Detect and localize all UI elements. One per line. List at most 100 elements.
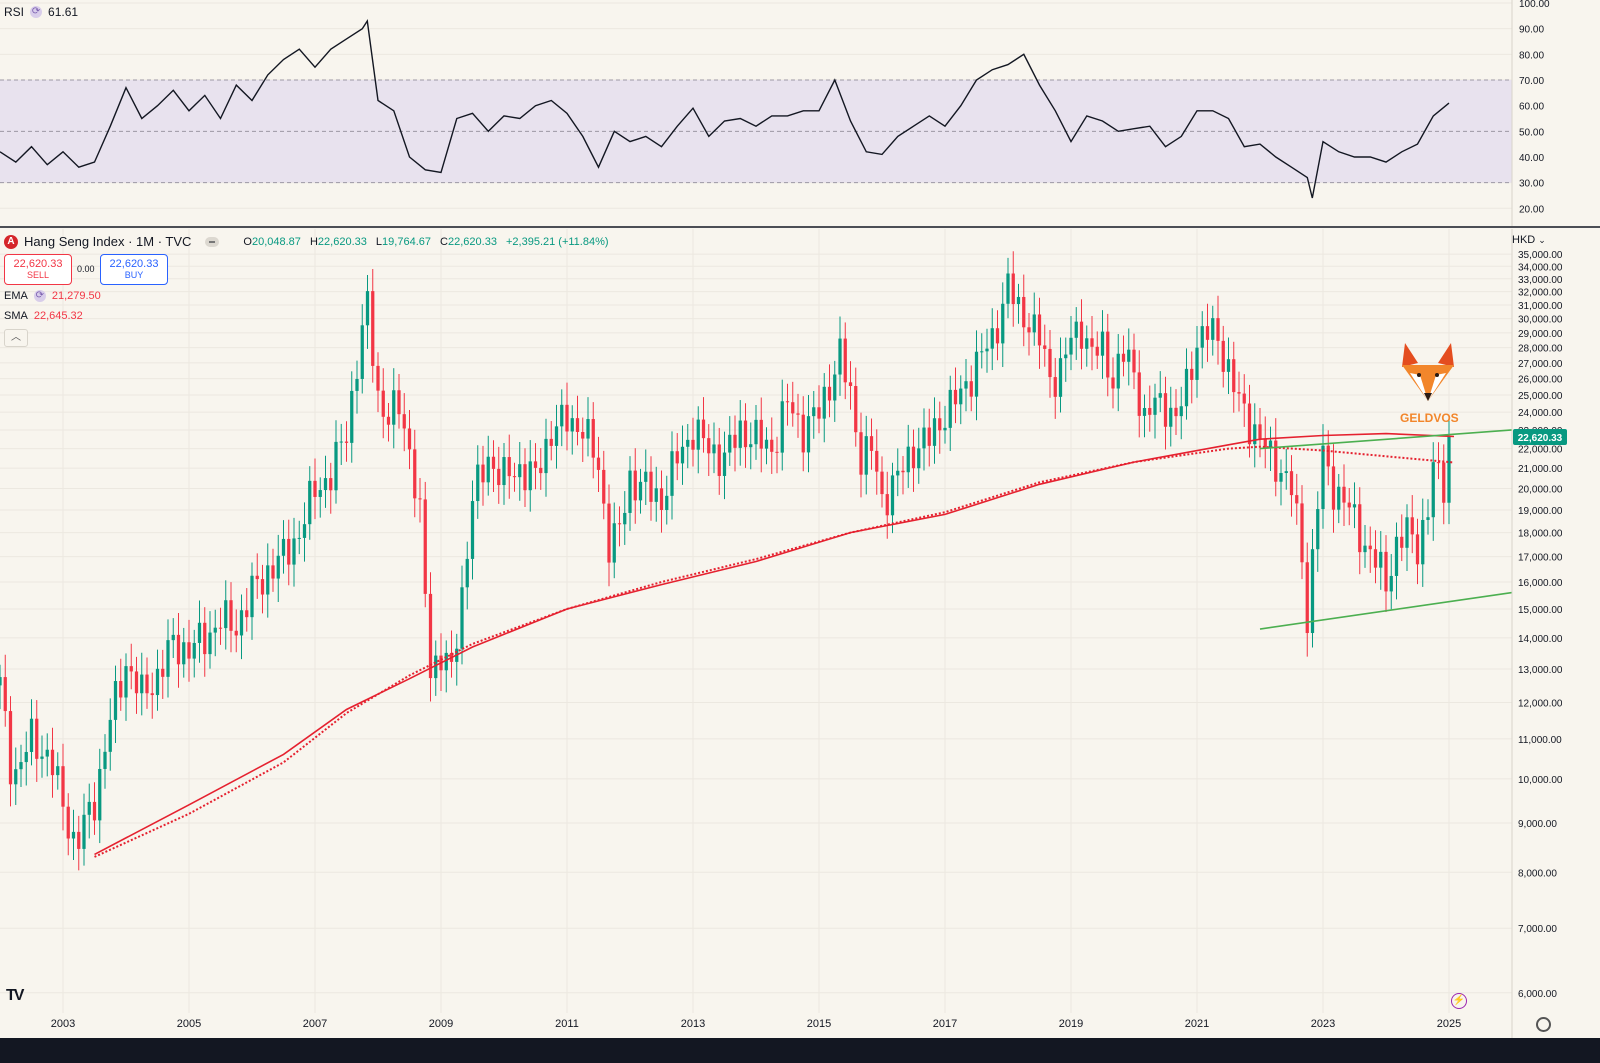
candle-body [581,431,585,439]
candle-body [638,481,643,501]
time-tick-label: 2009 [429,1018,453,1030]
candle-body [565,404,569,432]
candle-body [1274,440,1278,482]
currency-selector[interactable]: HKD ⌄ [1512,234,1546,246]
candle-body [890,475,895,516]
candle-body [129,666,133,672]
candle-body [922,427,926,449]
candle-body [1016,296,1021,305]
candle-body [1442,462,1446,503]
candle-body [1384,551,1388,592]
candle-body [355,378,359,391]
candle-body [134,671,139,694]
candle-body [313,480,317,497]
rsi-legend[interactable]: RSI ⟳ 61.61 [4,5,78,19]
candle-body [276,555,280,579]
refresh-icon[interactable]: ⟳ [30,6,43,18]
candle-body [287,538,291,565]
price-axis[interactable]: 6,000.00 7,000.00 8,000.00 9,000.00 10,000.0… [1511,229,1563,1038]
buy-button[interactable]: 22,620.33 BUY [100,254,168,285]
symbol-title[interactable]: Hang Seng Index · 1M · TVC [24,234,192,249]
candle-body [518,464,522,478]
candle-body [428,593,433,679]
candle-body [140,674,144,694]
candle-body [1100,331,1105,356]
trendline-upper [1259,429,1513,450]
candle-body [570,418,574,432]
price-tick-label: 15,000.00 [1518,605,1563,616]
rsi-pane[interactable]: 20.00 30.00 40.00 50.00 60.00 70.00 80.00 90.00… [0,0,1600,228]
settings-gear-icon[interactable] [1536,1017,1551,1032]
sma-legend[interactable]: SMA 22,645.32 [4,310,83,322]
candle-body [728,434,732,453]
candle-body [77,831,81,849]
rsi-price-axis[interactable]: 20.00 30.00 40.00 50.00 60.00 70.00 80.00 90.00… [1511,0,1550,226]
candle-body [775,451,779,453]
collapse-legend-button[interactable]: ︿ [4,329,28,347]
candle-body [1253,424,1257,445]
candle-body [633,470,637,501]
trendlines[interactable] [1259,429,1513,630]
price-tick-label: 26,000.00 [1518,375,1563,386]
sell-button[interactable]: 22,620.33 SELL [4,254,72,285]
candle-body [738,420,742,448]
candle-body [607,503,611,563]
candle-body [843,338,847,383]
time-axis[interactable]: 2003 2005 2007 2009 2011 2013 2015 2017 2019 2021… [51,1018,1461,1030]
candle-body [838,338,842,375]
candle-body [423,499,427,594]
price-tick-label: 27,000.00 [1518,359,1563,370]
candle-body [822,386,826,419]
candle-body [339,441,343,443]
candle-body [14,769,18,785]
candle-body [917,448,921,469]
candle-body [292,538,296,565]
candle-body [271,565,275,579]
candle-body [365,291,370,326]
price-pane[interactable]: 6,000.00 7,000.00 8,000.00 9,000.00 10,000.0… [0,229,1600,1039]
candle-body [1232,359,1236,393]
candle-body [344,441,349,443]
candle-body [418,498,422,500]
candle-body [1247,403,1252,445]
price-tick-label: 7,000.00 [1518,924,1557,935]
candle-body [250,575,254,618]
candle-body [880,471,884,495]
candle-body [224,600,228,629]
chevron-down-icon: ⌄ [1538,235,1546,245]
symbol-legend[interactable]: A Hang Seng Index · 1M · TVC O20,048.87 … [4,234,615,249]
minimize-icon[interactable] [205,236,220,247]
candle-body [92,801,97,821]
candle-body [885,494,889,516]
tradingview-logo-icon[interactable]: TV [6,987,25,1004]
candle-body [1127,349,1131,362]
candle-body [560,404,564,427]
candle-body [833,374,837,401]
ema-legend[interactable]: EMA ⟳ 21,279.50 [4,290,101,302]
candle-body [780,401,784,453]
candle-body [218,627,223,629]
candle-body [1368,545,1372,550]
candle-body [302,524,307,538]
candle-body [1064,354,1068,359]
candle-body [817,407,821,419]
candle-body [1363,545,1367,553]
refresh-icon[interactable]: ⟳ [33,290,46,302]
low-value: 19,764.67 [382,235,431,248]
lightning-icon[interactable]: ⚡ [1451,993,1467,1009]
candle-body [203,622,207,655]
candle-body [754,419,758,445]
candle-body [848,382,853,387]
candle-body [827,386,832,401]
candle-body [1106,331,1110,378]
candle-body [197,622,202,643]
candle-body [602,469,606,504]
candle-body [812,407,816,417]
candle-body [680,446,685,464]
price-tick-label: 12,000.00 [1518,698,1563,709]
candle-body [507,457,511,477]
candle-body [360,325,364,379]
candle-body [213,627,217,633]
candle-body [1027,327,1031,333]
candle-body [1342,486,1346,503]
